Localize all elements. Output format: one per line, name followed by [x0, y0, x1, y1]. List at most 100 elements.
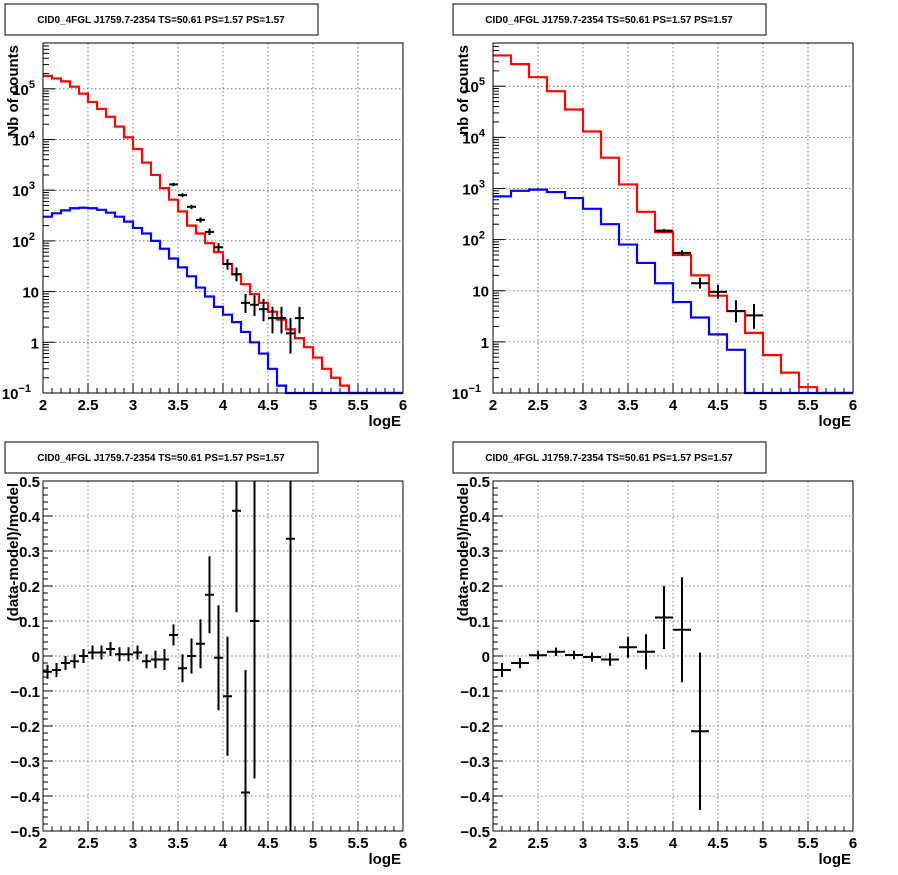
y-axis: −0.5 −0.4 −0.3 −0.2 −0.1 0 0.1 0.2 0.3 0.4 0.5(dat…: [455, 474, 853, 841]
residual-point: [187, 638, 196, 674]
title-frame: [452, 441, 767, 474]
x-tick-label: 4.5: [708, 397, 729, 414]
data-point: [259, 298, 268, 322]
y-axis-title: (data-model)/model: [455, 483, 472, 621]
y-tick-label: 0.5: [469, 474, 490, 491]
x-tick-label: 5: [309, 835, 317, 852]
y-tick-label: −0.5: [10, 824, 40, 841]
y-tick-label: 0.1: [469, 614, 490, 631]
data-points: [655, 228, 763, 329]
x-tick-label: 3: [129, 397, 137, 414]
y-tick-base: 10: [12, 82, 29, 99]
y-tick-exponent: −1: [468, 383, 481, 395]
x-axis-title: logE: [819, 851, 852, 868]
title-frame: [452, 3, 767, 36]
residual-point: [205, 556, 214, 634]
x-tick-label: 4: [669, 835, 678, 852]
residual-point: [565, 650, 583, 660]
residual-point: [196, 619, 205, 669]
y-tick-label: 104: [12, 129, 36, 149]
data-point: [250, 295, 259, 317]
y-axis-title: (data-model)/model: [5, 483, 22, 621]
data-point: [187, 204, 196, 210]
data-point: [655, 228, 673, 233]
plot-frame: [42, 480, 404, 832]
x-tick-label: 6: [399, 835, 407, 852]
data-point: [169, 182, 178, 187]
y-tick-label: 105: [12, 79, 35, 99]
y-tick-exponent: 4: [479, 127, 486, 139]
residual-point: [673, 577, 691, 683]
residual-point: [61, 656, 70, 670]
x-tick-label: 2.5: [78, 397, 99, 414]
data-point: [268, 306, 277, 334]
y-tick-base: 10: [12, 234, 29, 251]
y-tick-exponent: 5: [29, 79, 35, 91]
y-tick-label: −0.4: [460, 789, 490, 806]
x-tick-label: 2: [39, 397, 47, 414]
x-tick-label: 2: [39, 835, 47, 852]
y-tick-label: 0.3: [469, 544, 490, 561]
x-tick-label: 3.5: [168, 835, 189, 852]
y-tick-exponent: 4: [29, 129, 36, 141]
data-point: [691, 277, 709, 289]
residual-point: [232, 481, 241, 613]
data-point: [196, 217, 205, 223]
y-tick-base: 10: [462, 233, 479, 250]
title-frame: [4, 441, 319, 474]
y-tick-label: −0.1: [460, 684, 490, 701]
residual-point: [619, 636, 637, 658]
residual-point: [214, 605, 223, 711]
chart-title-box: CID0_4FGL J1759.7-2354 TS=50.61 PS=1.57 …: [452, 441, 767, 474]
x-tick-label: 6: [849, 835, 857, 852]
y-tick-exponent: 5: [479, 76, 485, 88]
residual-point: [286, 481, 295, 831]
y-tick-exponent: −1: [18, 383, 31, 395]
y-tick-label: −0.1: [10, 684, 40, 701]
chart-panel-2: CID0_4FGL J1759.7-2354 TS=50.61 PS=1.57 …: [452, 3, 857, 430]
x-tick-label: 5.5: [798, 397, 819, 414]
data-point: [277, 306, 286, 334]
residual-point: [133, 645, 142, 660]
y-tick-label: 104: [462, 127, 486, 147]
data-point: [673, 250, 691, 256]
x-tick-label: 2: [489, 397, 497, 414]
y-tick-label: 0.3: [19, 544, 40, 561]
x-tick-label: 4: [219, 835, 228, 852]
y-tick-label: 105: [462, 76, 485, 96]
chart-title: CID0_4FGL J1759.7-2354 TS=50.61 PS=1.57 …: [37, 453, 285, 464]
x-tick-label: 4: [669, 397, 678, 414]
y-axis-title: nb of counts: [455, 45, 472, 135]
data-point: [214, 243, 223, 252]
chart-title: CID0_4FGL J1759.7-2354 TS=50.61 PS=1.57 …: [485, 453, 733, 464]
y-tick-base: 10: [452, 386, 469, 403]
residual-point: [169, 624, 178, 646]
residual-point: [637, 634, 655, 670]
chart-title: CID0_4FGL J1759.7-2354 TS=50.61 PS=1.57 …: [37, 15, 285, 26]
x-tick-label: 6: [399, 397, 407, 414]
y-tick-label: 1: [31, 335, 39, 352]
residual-point: [52, 663, 61, 677]
x-tick-label: 2.5: [528, 397, 549, 414]
chart-title-box: CID0_4FGL J1759.7-2354 TS=50.61 PS=1.57 …: [4, 441, 319, 474]
residual-point: [583, 652, 601, 662]
y-axis-title: Nb of counts: [5, 45, 22, 137]
data-point: [295, 306, 304, 334]
y-tick-label: 102: [462, 230, 485, 250]
residual-point: [241, 670, 250, 831]
x-tick-label: 2.5: [528, 835, 549, 852]
residual-point: [529, 651, 547, 660]
x-tick-label: 3.5: [618, 835, 639, 852]
chart-panel-3: CID0_4FGL J1759.7-2354 TS=50.61 PS=1.57 …: [4, 441, 407, 868]
x-tick-label: 2: [489, 835, 497, 852]
y-tick-label: 103: [12, 180, 35, 200]
x-tick-label: 3: [579, 835, 587, 852]
x-tick-label: 5: [759, 397, 767, 414]
residual-point: [547, 647, 565, 656]
residual-point: [124, 647, 133, 662]
residual-point: [178, 654, 187, 683]
residual-point: [115, 647, 124, 662]
